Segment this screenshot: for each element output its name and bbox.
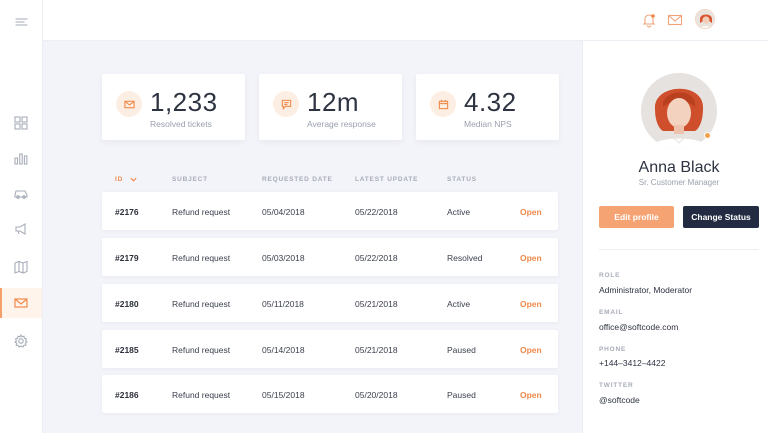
sidebar-item-analytics[interactable] bbox=[0, 143, 42, 173]
mail-icon bbox=[116, 91, 142, 117]
role-value: Administrator, Moderator bbox=[599, 285, 693, 295]
stat-label: Median NPS bbox=[464, 119, 512, 129]
email-value[interactable]: office@softcode.com bbox=[599, 322, 679, 332]
divider bbox=[599, 249, 759, 250]
sidebar-item-dashboard[interactable] bbox=[0, 108, 42, 138]
open-link[interactable]: Open bbox=[520, 253, 542, 263]
ticket-id: #2186 bbox=[115, 390, 139, 400]
ticket-latest-update: 05/22/2018 bbox=[355, 253, 398, 263]
stat-value: 12m bbox=[307, 87, 360, 117]
car-icon bbox=[14, 190, 28, 199]
ticket-subject: Refund request bbox=[172, 253, 231, 263]
ticket-id: #2176 bbox=[115, 207, 139, 217]
ticket-requested-date: 05/11/2018 bbox=[262, 299, 304, 309]
sidebar-item-campaigns[interactable] bbox=[0, 214, 42, 244]
sidebar-item-vehicles[interactable] bbox=[0, 178, 42, 208]
top-bar bbox=[43, 0, 768, 41]
ticket-latest-update: 05/22/2018 bbox=[355, 207, 398, 217]
stat-value: 1,233 bbox=[150, 87, 218, 117]
ticket-status: Resolved bbox=[447, 253, 483, 263]
table-row[interactable]: #2185 Refund request 05/14/2018 05/21/20… bbox=[102, 330, 558, 368]
column-header-status[interactable]: STATUS bbox=[447, 176, 477, 183]
ticket-latest-update: 05/20/2018 bbox=[355, 390, 398, 400]
change-status-button[interactable]: Change Status bbox=[683, 206, 759, 228]
sidebar bbox=[0, 0, 43, 433]
ticket-subject: Refund request bbox=[172, 345, 231, 355]
chat-icon bbox=[273, 91, 299, 117]
chevron-down-icon bbox=[130, 177, 137, 182]
grid-icon bbox=[14, 116, 28, 130]
open-link[interactable]: Open bbox=[520, 345, 542, 355]
gear-icon bbox=[14, 334, 28, 348]
ticket-requested-date: 05/14/2018 bbox=[262, 345, 305, 355]
profile-name: Anna Black bbox=[638, 159, 720, 176]
role-label: ROLE bbox=[599, 272, 621, 279]
ticket-status: Active bbox=[447, 207, 471, 217]
ticket-subject: Refund request bbox=[172, 299, 231, 309]
ticket-subject: Refund request bbox=[172, 390, 231, 400]
edit-profile-button[interactable]: Edit profile bbox=[599, 206, 674, 228]
table-header: ID SUBJECT REQUESTED DATE LATEST UPDATE … bbox=[102, 176, 558, 188]
twitter-value[interactable]: @softcode bbox=[599, 395, 640, 405]
table-row[interactable]: #2179 Refund request 05/03/2018 05/22/20… bbox=[102, 238, 558, 276]
stat-card-resolved: 1,233 Resolved tickets bbox=[102, 74, 245, 140]
ticket-id: #2185 bbox=[115, 345, 139, 355]
ticket-latest-update: 05/21/2018 bbox=[355, 345, 398, 355]
sidebar-item-map[interactable] bbox=[0, 252, 42, 282]
column-header-subject[interactable]: SUBJECT bbox=[172, 176, 208, 183]
column-header-id[interactable]: ID bbox=[115, 176, 137, 183]
ticket-requested-date: 05/15/2018 bbox=[262, 390, 305, 400]
profile-photo bbox=[641, 73, 717, 149]
stat-card-response: 12m Average response bbox=[259, 74, 402, 140]
sidebar-item-messages[interactable] bbox=[0, 288, 42, 318]
map-icon bbox=[14, 260, 28, 274]
column-header-requested-date[interactable]: REQUESTED DATE bbox=[262, 176, 333, 183]
stat-card-nps: 4.32 Median NPS bbox=[416, 74, 559, 140]
sidebar-item-settings[interactable] bbox=[0, 326, 42, 356]
stat-label: Resolved tickets bbox=[150, 119, 212, 129]
ticket-status: Paused bbox=[447, 345, 476, 355]
mail-icon[interactable] bbox=[667, 12, 683, 28]
ticket-status: Paused bbox=[447, 390, 476, 400]
online-status-dot bbox=[704, 132, 711, 139]
calendar-icon bbox=[430, 91, 456, 117]
twitter-label: TWITTER bbox=[599, 382, 634, 389]
open-link[interactable]: Open bbox=[520, 390, 542, 400]
table-row[interactable]: #2180 Refund request 05/11/2018 05/21/20… bbox=[102, 284, 558, 322]
ticket-requested-date: 05/04/2018 bbox=[262, 207, 305, 217]
ticket-status: Active bbox=[447, 299, 471, 309]
bar-chart-icon bbox=[14, 153, 28, 165]
phone-label: PHONE bbox=[599, 346, 627, 353]
table-row[interactable]: #2186 Refund request 05/15/2018 05/20/20… bbox=[102, 375, 558, 413]
phone-value[interactable]: +144–3412–4422 bbox=[599, 358, 666, 368]
email-label: EMAIL bbox=[599, 309, 624, 316]
table-row[interactable]: #2176 Refund request 05/04/2018 05/22/20… bbox=[102, 192, 558, 230]
stat-label: Average response bbox=[307, 119, 376, 129]
megaphone-icon bbox=[15, 223, 26, 235]
profile-panel: Anna Black Sr. Customer Manager Edit pro… bbox=[582, 41, 768, 433]
ticket-id: #2180 bbox=[115, 299, 139, 309]
bell-icon[interactable] bbox=[641, 12, 657, 28]
column-header-latest-update[interactable]: LATEST UPDATE bbox=[355, 176, 419, 183]
stat-value: 4.32 bbox=[464, 87, 517, 117]
open-link[interactable]: Open bbox=[520, 207, 542, 217]
mail-icon bbox=[14, 298, 28, 308]
profile-title: Sr. Customer Manager bbox=[638, 178, 720, 187]
ticket-requested-date: 05/03/2018 bbox=[262, 253, 305, 263]
ticket-id: #2179 bbox=[115, 253, 139, 263]
menu-icon[interactable] bbox=[14, 14, 30, 30]
avatar[interactable] bbox=[695, 9, 715, 29]
open-link[interactable]: Open bbox=[520, 299, 542, 309]
ticket-latest-update: 05/21/2018 bbox=[355, 299, 398, 309]
ticket-subject: Refund request bbox=[172, 207, 231, 217]
